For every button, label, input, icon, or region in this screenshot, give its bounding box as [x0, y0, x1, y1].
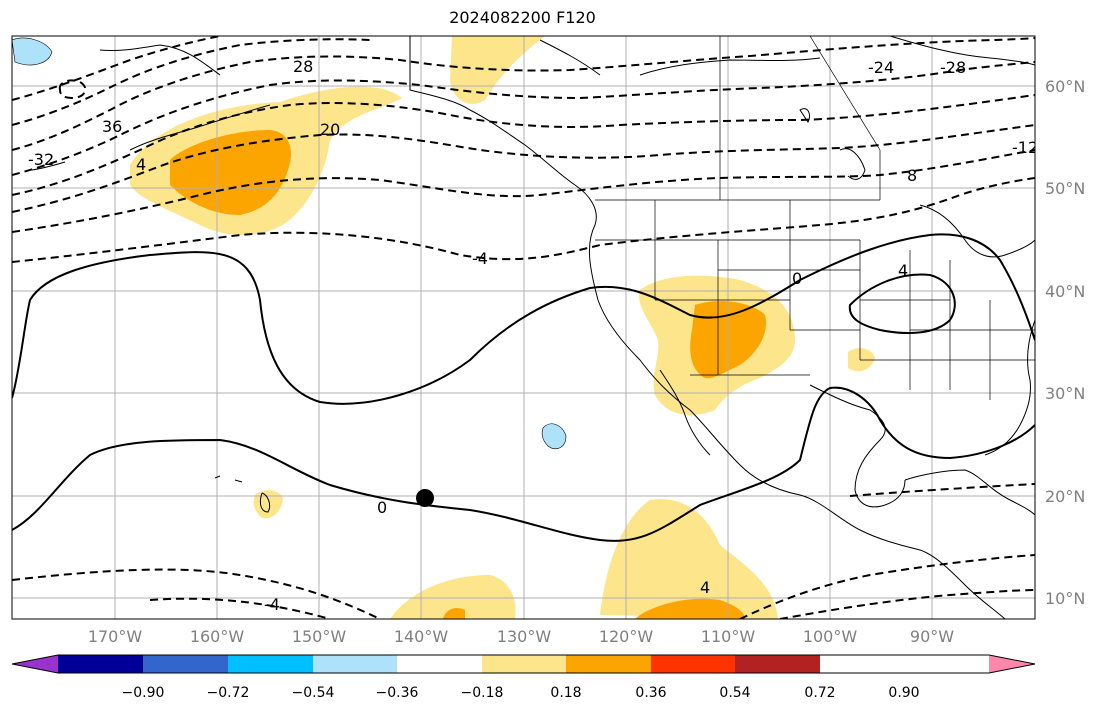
anomaly-orange-alaska: [170, 130, 291, 215]
contour-label: 28: [293, 57, 313, 76]
colorbar-tick-label: −0.72: [207, 685, 250, 701]
contour-label: 4: [700, 578, 710, 597]
contour-label: 36: [102, 117, 122, 136]
longitude-labels: 170°W 160°W 150°W 140°W 130°W 120°W 110°…: [88, 627, 954, 646]
lat-label: 50°N: [1045, 179, 1085, 198]
coastlines: [31, 36, 1035, 619]
colorbar-tick-label: 0.72: [804, 685, 835, 701]
anomaly-light-orange-north: [450, 36, 545, 104]
colorbar-segment: [566, 655, 651, 673]
dashed-contours: [12, 36, 1035, 619]
contour-label: -4: [472, 249, 488, 268]
latitude-labels: 60°N 50°N 40°N 30°N 20°N 10°N: [1045, 77, 1085, 608]
contour-label: 4: [136, 155, 146, 174]
lat-label: 30°N: [1045, 384, 1085, 403]
lon-label: 140°W: [394, 627, 449, 646]
colorbar-segment: [228, 655, 313, 673]
anomaly-light-blue-northwest: [12, 37, 53, 66]
shaded-anomalies: [12, 36, 875, 619]
colorbar-segments: [11, 654, 1036, 674]
contour-labels: 28 36 -32 20 4 -4 0 4 -4 4 0 8 -24 -28 -…: [28, 57, 1038, 614]
colorbar-segment: [651, 655, 735, 673]
lon-label: 110°W: [701, 627, 756, 646]
contour-label: 4: [898, 261, 908, 280]
lon-label: 120°W: [599, 627, 654, 646]
colorbar-segment: [482, 655, 566, 673]
lat-label: 60°N: [1045, 77, 1085, 96]
lat-label: 20°N: [1045, 487, 1085, 506]
colorbar-tick-label: 0.90: [888, 685, 919, 701]
colorbar-extend-min: [12, 655, 58, 673]
contour-label: 20: [320, 120, 340, 139]
colorbar-tick-label: −0.36: [376, 685, 419, 701]
solid-contours: [12, 233, 1035, 542]
contour-label: -4: [264, 595, 280, 614]
colorbar-tick-label: 0.54: [719, 685, 750, 701]
colorbar: −0.90 −0.72 −0.54 −0.36 −0.18 0.18 0.36 …: [11, 654, 1036, 701]
lat-label: 10°N: [1045, 589, 1085, 608]
contour-label: 0: [377, 498, 387, 517]
colorbar-tick-label: −0.18: [461, 685, 504, 701]
colorbar-tick-label: 0.18: [550, 685, 581, 701]
borders: [595, 36, 1035, 400]
colorbar-segment: [735, 655, 820, 673]
colorbar-labels: −0.90 −0.72 −0.54 −0.36 −0.18 0.18 0.36 …: [122, 685, 920, 701]
lon-label: 160°W: [190, 627, 245, 646]
lon-label: 150°W: [292, 627, 347, 646]
anomaly-light-orange-tropical: [600, 499, 778, 619]
contour-label: -24: [868, 58, 894, 77]
plot-frame: [11, 35, 1036, 620]
lon-label: 90°W: [910, 627, 954, 646]
graticule: [12, 36, 1035, 619]
map-title: 2024082200 F120: [449, 8, 596, 27]
contour-label: -28: [940, 58, 966, 77]
colorbar-segment: [313, 655, 397, 673]
colorbar-segment: [58, 655, 143, 673]
colorbar-tick-label: −0.54: [292, 685, 335, 701]
lat-label: 40°N: [1045, 282, 1085, 301]
lon-label: 170°W: [88, 627, 143, 646]
lon-label: 100°W: [803, 627, 858, 646]
contour-label: -12: [1012, 138, 1038, 157]
lon-label: 130°W: [497, 627, 552, 646]
contour-label: 8: [907, 166, 917, 185]
colorbar-outline: [11, 654, 1036, 674]
anomaly-orange-south: [443, 608, 465, 619]
colorbar-extend-max: [989, 655, 1035, 673]
anomaly-orange-tropical: [635, 598, 745, 619]
colorbar-segment: [397, 655, 482, 673]
colorbar-tick-label: −0.90: [122, 685, 165, 701]
contour-label: -32: [28, 150, 54, 169]
storm-marker: [416, 489, 434, 507]
anomaly-light-blue-pacific: [541, 423, 567, 449]
colorbar-segment: [143, 655, 228, 673]
colorbar-tick-label: 0.36: [635, 685, 666, 701]
contour-label: 0: [792, 269, 802, 288]
